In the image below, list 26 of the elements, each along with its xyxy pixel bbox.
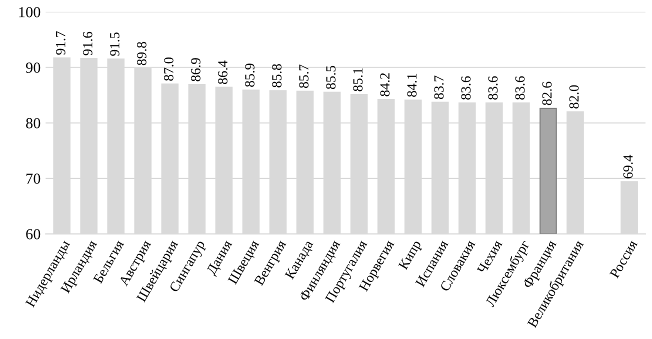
data-label: 85.7 — [299, 64, 309, 88]
data-label: 86.9 — [191, 58, 200, 82]
data-label: 85.9 — [245, 64, 255, 87]
data-label: 91.6 — [83, 32, 92, 56]
data-label: 83.6 — [515, 76, 525, 100]
y-tick-label: 90 — [26, 62, 40, 73]
data-label: 69.4 — [623, 154, 633, 178]
data-label: 86.4 — [218, 60, 228, 84]
y-tick-label: 70 — [26, 174, 40, 184]
data-label: 85.1 — [353, 68, 363, 92]
data-label: 91.7 — [56, 31, 66, 55]
data-label: 82.0 — [569, 85, 579, 108]
data-label: 91.5 — [110, 32, 120, 56]
data-label: 85.5 — [326, 66, 336, 90]
data-label: 85.8 — [272, 64, 282, 88]
y-tick-label: 100 — [19, 7, 40, 18]
data-label: 84.2 — [380, 73, 390, 96]
data-label: 83.7 — [434, 76, 444, 100]
data-label: 83.6 — [461, 76, 471, 100]
data-label: 83.6 — [488, 76, 498, 100]
data-label: 84.1 — [407, 74, 417, 97]
data-label: 89.8 — [137, 42, 146, 66]
y-tick-label: 80 — [26, 118, 40, 128]
data-label: 82.6 — [542, 82, 552, 106]
y-tick-label: 60 — [26, 229, 40, 240]
data-label: 87.0 — [164, 57, 174, 81]
